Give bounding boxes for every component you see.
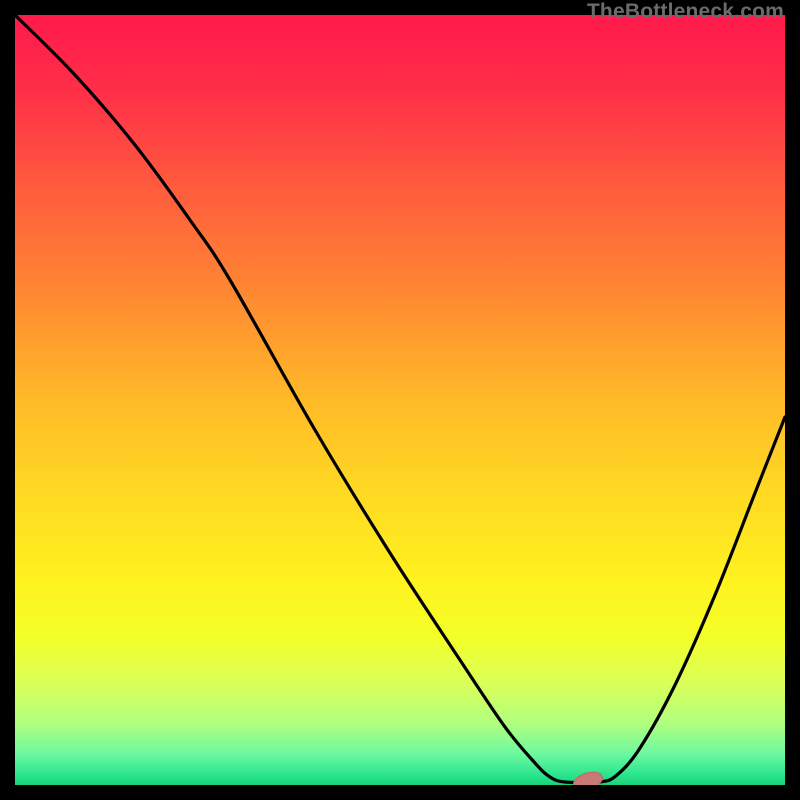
bottleneck-chart-svg <box>15 15 785 785</box>
plot-area <box>15 15 785 785</box>
watermark-text: TheBottleneck.com <box>587 0 784 24</box>
gradient-background <box>15 15 785 785</box>
chart-frame: TheBottleneck.com <box>0 0 800 800</box>
